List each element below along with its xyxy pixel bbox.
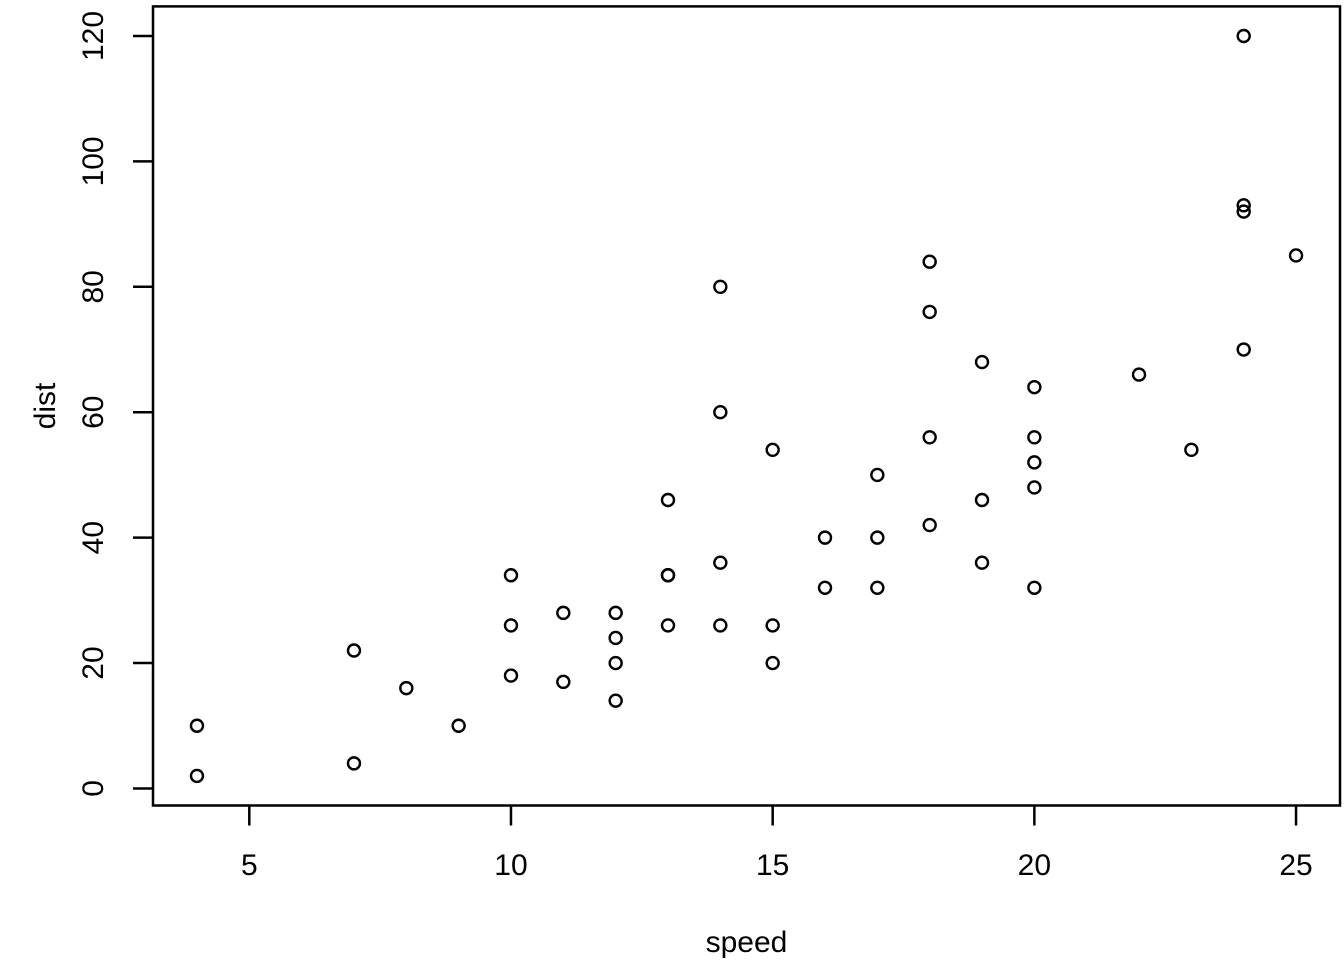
data-point [346,643,362,658]
data-point [1027,379,1042,395]
data-point [974,555,990,570]
data-point [1027,430,1042,445]
data-point [608,655,623,671]
data-point [1236,204,1251,219]
data-point [922,254,937,269]
data-point [974,354,990,370]
x-axis-title: speed [706,926,788,959]
data-point [713,405,728,420]
data-point [974,492,990,508]
data-point [870,467,885,483]
data-point [189,768,205,784]
data-point [1027,580,1042,595]
data-point [399,680,414,696]
data-point [503,568,519,583]
y-tick-label: 100 [77,136,110,186]
data-point [1027,480,1042,495]
data-point [189,718,205,733]
data-point [713,279,728,295]
data-point [922,430,937,445]
data-point [556,674,571,690]
data-point [817,530,833,545]
data-point [870,530,885,545]
data-point [1131,367,1147,382]
data-point [451,718,466,733]
data-point [765,618,780,633]
data-point [1236,28,1251,44]
data-point [608,605,623,621]
data-point [346,756,362,771]
data-point [922,517,937,533]
data-point [922,304,937,320]
data-point [817,580,833,595]
y-tick-label: 40 [77,521,110,554]
x-tick-label: 25 [1279,849,1312,882]
data-point [1236,342,1251,357]
y-tick-label: 0 [77,780,110,797]
data-point [503,668,519,683]
data-point [765,655,780,671]
data-point [1288,248,1304,263]
data-point [503,618,519,633]
data-point [660,618,676,633]
data-point [1236,198,1251,213]
data-point [660,568,676,583]
data-point [660,492,676,508]
x-tick-label: 5 [241,849,258,882]
data-point [765,442,780,458]
x-tick-label: 10 [494,849,527,882]
x-tick-label: 15 [756,849,789,882]
data-point [713,555,728,570]
data-point [608,693,623,708]
data-point [870,580,885,595]
y-tick-label: 60 [77,396,110,429]
data-point [713,618,728,633]
data-point [608,630,623,646]
y-tick-label: 80 [77,270,110,303]
data-point [556,605,571,621]
data-point [1027,455,1042,470]
y-tick-label: 120 [77,11,110,61]
plot-border [151,5,1342,807]
y-tick-label: 20 [77,646,110,679]
x-tick-label: 20 [1018,849,1051,882]
data-point [1184,442,1199,458]
y-axis-title: dist [29,382,62,429]
